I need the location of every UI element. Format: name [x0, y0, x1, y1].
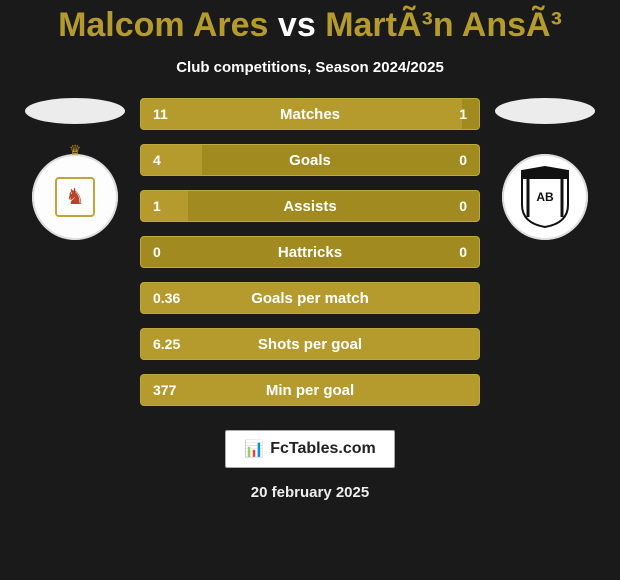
- stat-value-left: 6.25: [141, 336, 201, 352]
- stat-value-left: 4: [141, 152, 201, 168]
- stat-value-left: 0: [141, 244, 201, 260]
- stat-label: Matches: [201, 106, 419, 123]
- stat-value-left: 11: [141, 106, 201, 122]
- stat-value-left: 0.36: [141, 290, 201, 306]
- stat-value-left: 1: [141, 198, 201, 214]
- main-content: ♛ ♞ 11Matches14Goals01Assists00Hattricks…: [0, 98, 620, 406]
- right-club-crest: AB: [502, 154, 588, 240]
- left-ellipse: [25, 98, 125, 124]
- stat-row: 0Hattricks0: [140, 236, 480, 268]
- right-ellipse: [495, 98, 595, 124]
- stat-value-right: 0: [419, 198, 479, 214]
- logo-text: FcTables.com: [270, 440, 376, 458]
- stat-row: 0.36Goals per match: [140, 282, 480, 314]
- stat-label: Goals per match: [201, 290, 419, 307]
- lion-icon: ♞: [55, 177, 95, 217]
- svg-text:AB: AB: [536, 190, 554, 204]
- chart-icon: 📊: [244, 439, 264, 459]
- crown-icon: ♛: [69, 142, 82, 159]
- right-crest-column: AB: [490, 98, 600, 240]
- comparison-title: Malcom Ares vs MartÃ³n AnsÃ³: [58, 6, 562, 45]
- vs-label: vs: [278, 6, 316, 44]
- stat-row: 11Matches1: [140, 98, 480, 130]
- player2-name: MartÃ³n AnsÃ³: [325, 6, 562, 44]
- stat-row: 4Goals0: [140, 144, 480, 176]
- stat-row: 1Assists0: [140, 190, 480, 222]
- stat-label: Hattricks: [201, 244, 419, 261]
- left-club-crest: ♛ ♞: [32, 154, 118, 240]
- stat-value-left: 377: [141, 382, 201, 398]
- stat-label: Goals: [201, 152, 419, 169]
- subtitle: Club competitions, Season 2024/2025: [176, 59, 444, 76]
- stat-value-right: 0: [419, 152, 479, 168]
- left-crest-column: ♛ ♞: [20, 98, 130, 240]
- stat-label: Min per goal: [201, 382, 419, 399]
- stat-row: 6.25Shots per goal: [140, 328, 480, 360]
- stat-label: Shots per goal: [201, 336, 419, 353]
- fctables-logo[interactable]: 📊 FcTables.com: [225, 430, 394, 468]
- player1-name: Malcom Ares: [58, 6, 268, 44]
- stat-label: Assists: [201, 198, 419, 215]
- stats-table: 11Matches14Goals01Assists00Hattricks00.3…: [140, 98, 480, 406]
- date-label: 20 february 2025: [251, 484, 369, 501]
- stat-value-right: 0: [419, 244, 479, 260]
- stat-row: 377Min per goal: [140, 374, 480, 406]
- stat-value-right: 1: [419, 106, 479, 122]
- right-crest-inner: AB: [520, 165, 570, 229]
